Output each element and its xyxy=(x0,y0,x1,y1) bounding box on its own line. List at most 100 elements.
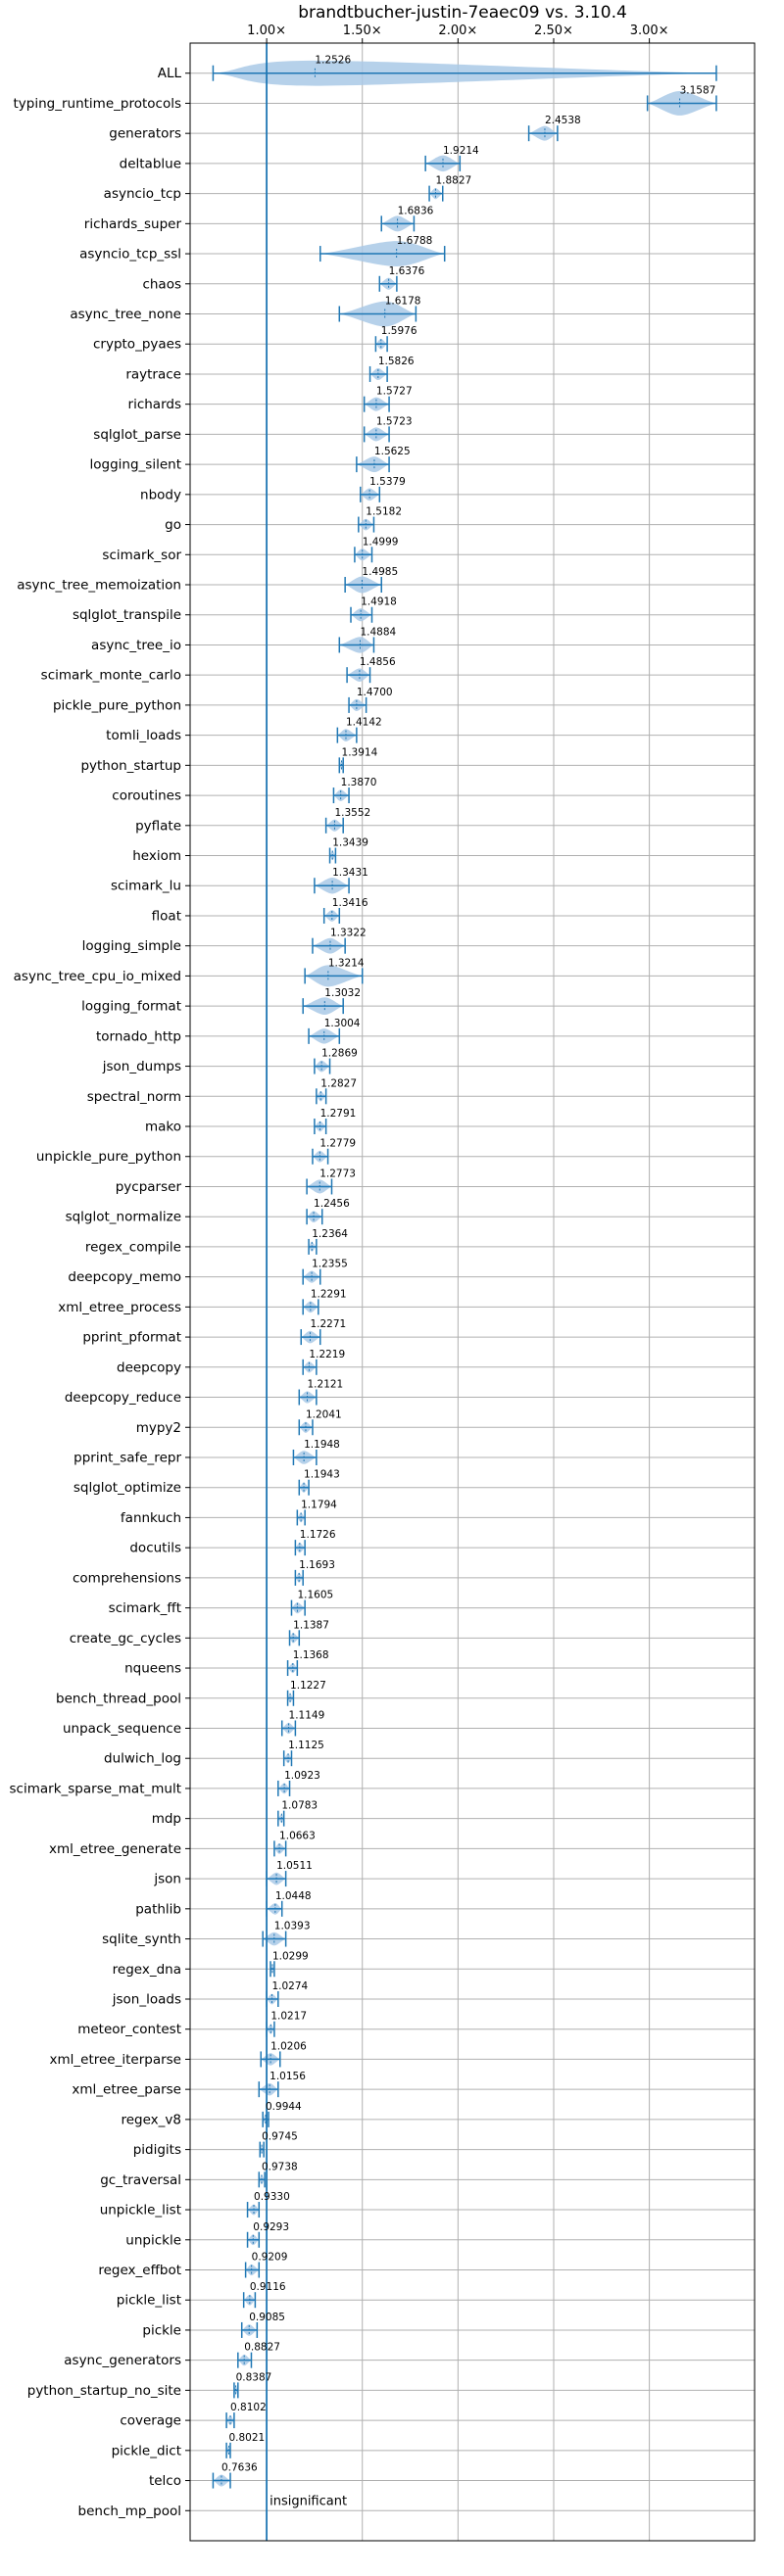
median-value-label: 1.2869 xyxy=(321,1048,358,1060)
median-value-label: 1.5625 xyxy=(374,446,411,457)
median-value-label: 1.2779 xyxy=(319,1138,356,1150)
benchmark-label: scimark_sparse_mat_mult xyxy=(10,1781,181,1796)
median-value-label: 1.4700 xyxy=(357,687,393,698)
benchmark-label: nbody xyxy=(140,487,181,502)
median-value-label: 1.3914 xyxy=(342,746,378,758)
median-value-label: 3.1587 xyxy=(680,84,716,96)
benchmark-label: regex_v8 xyxy=(121,2112,181,2127)
benchmark-label: fannkuch xyxy=(121,1510,181,1526)
violin-layer xyxy=(212,60,717,2489)
median-value-label: 1.5976 xyxy=(381,325,417,337)
median-value-label: 1.4884 xyxy=(360,626,396,638)
benchmark-label: tomli_loads xyxy=(106,728,181,743)
benchmark-label: spectral_norm xyxy=(87,1089,181,1105)
benchmark-label: pprint_pformat xyxy=(82,1330,181,1346)
benchmark-label: go xyxy=(165,517,181,533)
benchmark-label: telco xyxy=(149,2473,181,2489)
benchmark-label: richards_super xyxy=(84,216,182,232)
median-value-label: 0.9085 xyxy=(249,2312,285,2323)
median-value-label: 1.2456 xyxy=(314,1198,350,1210)
benchmark-label: python_startup_no_site xyxy=(27,2383,181,2399)
median-value-label: 1.6376 xyxy=(389,265,425,277)
median-value-label: 1.2291 xyxy=(311,1288,347,1300)
median-value-label: 1.1605 xyxy=(297,1590,333,1601)
median-value-label: 1.3004 xyxy=(324,1018,361,1029)
median-value-label: 1.1149 xyxy=(289,1709,325,1721)
benchmark-label: unpickle_list xyxy=(100,2203,181,2218)
median-value-label: 0.9116 xyxy=(250,2281,286,2293)
benchmark-label: unpickle xyxy=(125,2232,181,2248)
median-value-label: 1.1693 xyxy=(299,1559,335,1571)
benchmark-label: deepcopy xyxy=(117,1360,181,1375)
median-value-label: 1.0206 xyxy=(270,2040,307,2052)
benchmark-label: pickle_dict xyxy=(112,2443,181,2458)
benchmark-label: async_tree_cpu_io_mixed xyxy=(14,969,181,984)
median-value-label: 0.8102 xyxy=(230,2402,267,2413)
median-value-label: 1.1227 xyxy=(290,1680,326,1692)
median-value-label: 1.4985 xyxy=(362,566,398,578)
median-value-label: 1.4142 xyxy=(346,717,382,729)
x-tick-label: 1.00× xyxy=(247,24,286,38)
median-value-label: 1.1794 xyxy=(301,1499,337,1510)
benchmark-label: regex_dna xyxy=(113,1962,181,1978)
median-value-label: 1.0663 xyxy=(279,1830,316,1841)
benchmark-label: async_generators xyxy=(64,2353,181,2368)
median-value-label: 1.0274 xyxy=(271,1980,308,1992)
benchmark-label: unpack_sequence xyxy=(63,1721,181,1737)
benchmark-label: asyncio_tcp_ssl xyxy=(79,247,181,262)
median-value-label: 1.2791 xyxy=(320,1108,357,1120)
benchmark-label: asyncio_tcp xyxy=(104,186,181,202)
benchmark-label: ALL xyxy=(158,66,182,81)
median-value-label: 0.9738 xyxy=(262,2161,298,2172)
x-tick-label: 1.50× xyxy=(343,24,382,38)
benchmark-label: tornado_http xyxy=(96,1028,181,1044)
median-value-label: 1.2355 xyxy=(312,1259,348,1270)
median-value-label: 1.0783 xyxy=(281,1800,318,1812)
median-value-label: 2.4538 xyxy=(545,115,581,126)
benchmark-label: logging_simple xyxy=(82,938,181,954)
benchmark-label: xml_etree_parse xyxy=(72,2082,181,2098)
median-value-label: 0.9209 xyxy=(252,2251,288,2263)
benchmark-label: hexiom xyxy=(132,848,181,864)
benchmark-label: regex_compile xyxy=(85,1239,181,1255)
benchmark-label: sqlglot_transpile xyxy=(73,607,181,623)
benchmark-label: unpickle_pure_python xyxy=(36,1149,181,1165)
median-value-label: 1.9214 xyxy=(443,145,479,157)
benchmark-label: pyflate xyxy=(135,818,181,834)
median-value-label: 0.9745 xyxy=(262,2131,298,2143)
benchmark-label: deltablue xyxy=(120,156,181,171)
median-value-label: 1.3416 xyxy=(332,897,368,909)
median-value-label: 0.8021 xyxy=(228,2432,265,2444)
benchmark-label: typing_runtime_protocols xyxy=(14,96,182,112)
benchmark-label: mako xyxy=(145,1120,181,1135)
benchmark-label: docutils xyxy=(129,1541,181,1556)
benchmark-label: deepcopy_memo xyxy=(68,1269,181,1285)
benchmark-label: xml_etree_process xyxy=(58,1300,181,1315)
benchmark-label: dulwich_log xyxy=(104,1751,181,1767)
benchmark-label: create_gc_cycles xyxy=(70,1631,181,1646)
benchmark-label: float xyxy=(152,908,181,924)
benchmark-label: scimark_sor xyxy=(102,548,181,563)
x-tick-label: 2.50× xyxy=(534,24,573,38)
benchmark-label: gc_traversal xyxy=(100,2172,181,2188)
median-value-label: 1.6788 xyxy=(397,235,433,247)
median-value-label: 1.5826 xyxy=(378,356,415,367)
median-value-label: 1.0299 xyxy=(272,1950,309,1962)
benchmark-label: bench_thread_pool xyxy=(56,1691,181,1706)
benchmark-label: richards xyxy=(128,397,181,412)
median-value-label: 1.6836 xyxy=(398,205,434,216)
median-value-label: 1.4856 xyxy=(360,656,396,668)
benchmark-label: mdp xyxy=(152,1811,181,1827)
median-value-label: 0.7636 xyxy=(221,2462,258,2474)
axis-layer: 1.00× 1.50× 2.00× 2.50× 3.00× xyxy=(185,24,756,2542)
x-tick-label: 2.00× xyxy=(438,24,477,38)
benchmark-label: comprehensions xyxy=(73,1570,181,1586)
median-value-label: 0.8827 xyxy=(244,2342,280,2354)
median-value-label: 1.5379 xyxy=(369,476,406,488)
benchmark-label: crypto_pyaes xyxy=(93,337,181,353)
benchmark-label: coverage xyxy=(120,2413,181,2429)
benchmark-label: pickle xyxy=(142,2322,181,2338)
benchmark-label: regex_effbot xyxy=(98,2263,181,2278)
median-value-label: 1.2773 xyxy=(319,1168,356,1179)
benchmark-label: generators xyxy=(109,126,181,142)
